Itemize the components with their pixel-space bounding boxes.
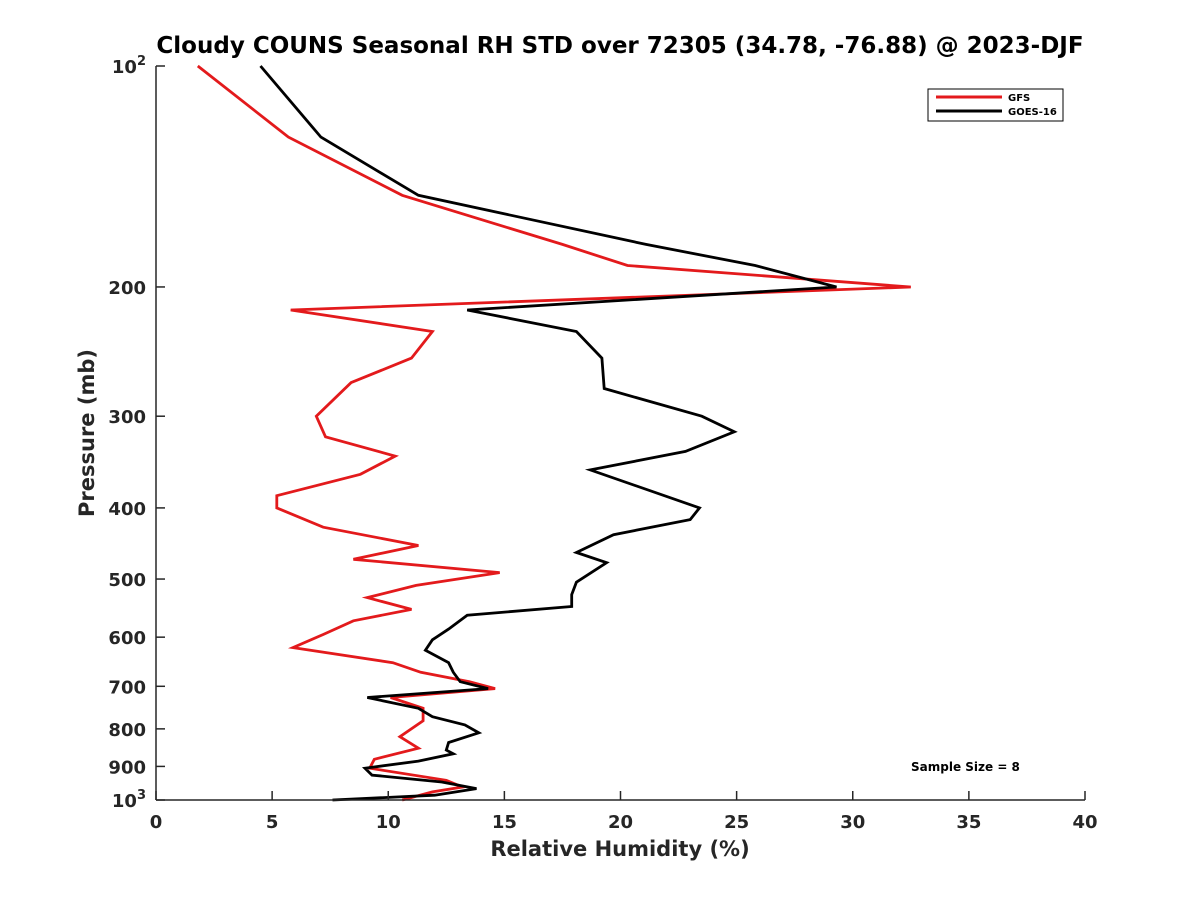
x-tick-label: 25 xyxy=(724,812,749,833)
y-tick-label: 400 xyxy=(108,499,146,520)
x-axis-label: Relative Humidity (%) xyxy=(490,837,749,861)
series-line-goes16 xyxy=(259,65,837,802)
x-tick-label: 35 xyxy=(956,812,981,833)
y-tick-label: 103 xyxy=(112,788,146,812)
y-tick-label: 900 xyxy=(108,757,146,778)
y-tick-label: 800 xyxy=(108,720,146,741)
y-tick-label: 200 xyxy=(108,278,146,299)
x-tick-label: 5 xyxy=(266,812,279,833)
y-axis-label: Pressure (mb) xyxy=(75,349,99,517)
x-tick-label: 10 xyxy=(376,812,401,833)
x-tick-label: 15 xyxy=(492,812,517,833)
chart-title: Cloudy COUNS Seasonal RH STD over 72305 … xyxy=(156,33,1083,59)
legend-label-gfs: GFS xyxy=(1008,93,1030,104)
y-tick-label: 700 xyxy=(108,677,146,698)
y-tick-label: 300 xyxy=(108,407,146,428)
series-line-gfs xyxy=(196,64,911,802)
sample-size-annotation: Sample Size = 8 xyxy=(911,760,1020,774)
x-tick-label: 30 xyxy=(840,812,865,833)
y-tick-label: 500 xyxy=(108,570,146,591)
axes-layer: 0 5 10 15 20 25 30 35 40 102 200 300 400 500 600 700 800… xyxy=(108,54,1097,833)
legend: GFS GOES-16 xyxy=(927,88,1064,122)
y-tick-label: 600 xyxy=(108,628,146,649)
series-layer xyxy=(196,64,911,802)
x-tick-label: 20 xyxy=(608,812,633,833)
legend-label-goes16: GOES-16 xyxy=(1008,107,1057,118)
x-tick-label: 0 xyxy=(150,812,163,833)
legend-box xyxy=(927,88,1064,122)
x-tick-label: 40 xyxy=(1072,812,1097,833)
y-tick-label: 102 xyxy=(112,54,146,78)
